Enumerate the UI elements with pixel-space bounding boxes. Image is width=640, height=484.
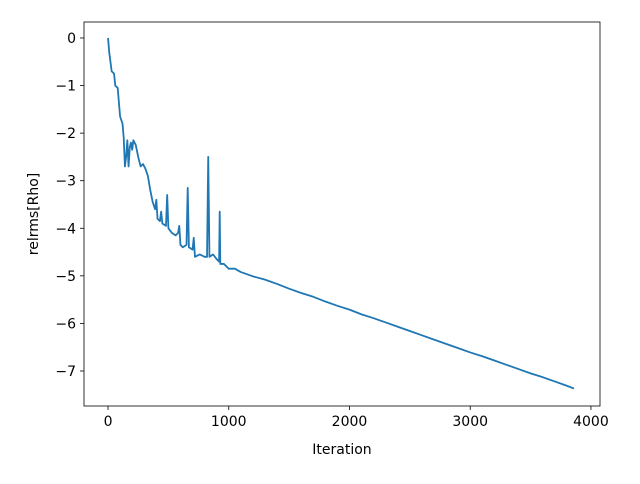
x-tick-label: 2000 bbox=[332, 414, 368, 430]
y-tick-label: −7 bbox=[55, 364, 76, 380]
y-axis-label: relrms[Rho] bbox=[26, 173, 42, 255]
x-tick-label: 1000 bbox=[211, 414, 247, 430]
data-line bbox=[107, 37, 575, 390]
y-tick-label: −3 bbox=[55, 174, 76, 190]
x-tick-label: 4000 bbox=[573, 414, 609, 430]
axes-frame bbox=[83, 21, 601, 407]
y-tick-label: −4 bbox=[55, 221, 76, 237]
x-tick-label: 0 bbox=[104, 414, 113, 430]
y-tick-label: −1 bbox=[55, 79, 76, 95]
y-tick-label: 0 bbox=[67, 31, 76, 47]
y-tick-label: −6 bbox=[55, 316, 76, 332]
y-tick-label: −5 bbox=[55, 269, 76, 285]
x-tick-label: 3000 bbox=[452, 414, 488, 430]
y-tick-label: −2 bbox=[55, 126, 76, 142]
x-axis-label: Iteration bbox=[312, 442, 371, 458]
